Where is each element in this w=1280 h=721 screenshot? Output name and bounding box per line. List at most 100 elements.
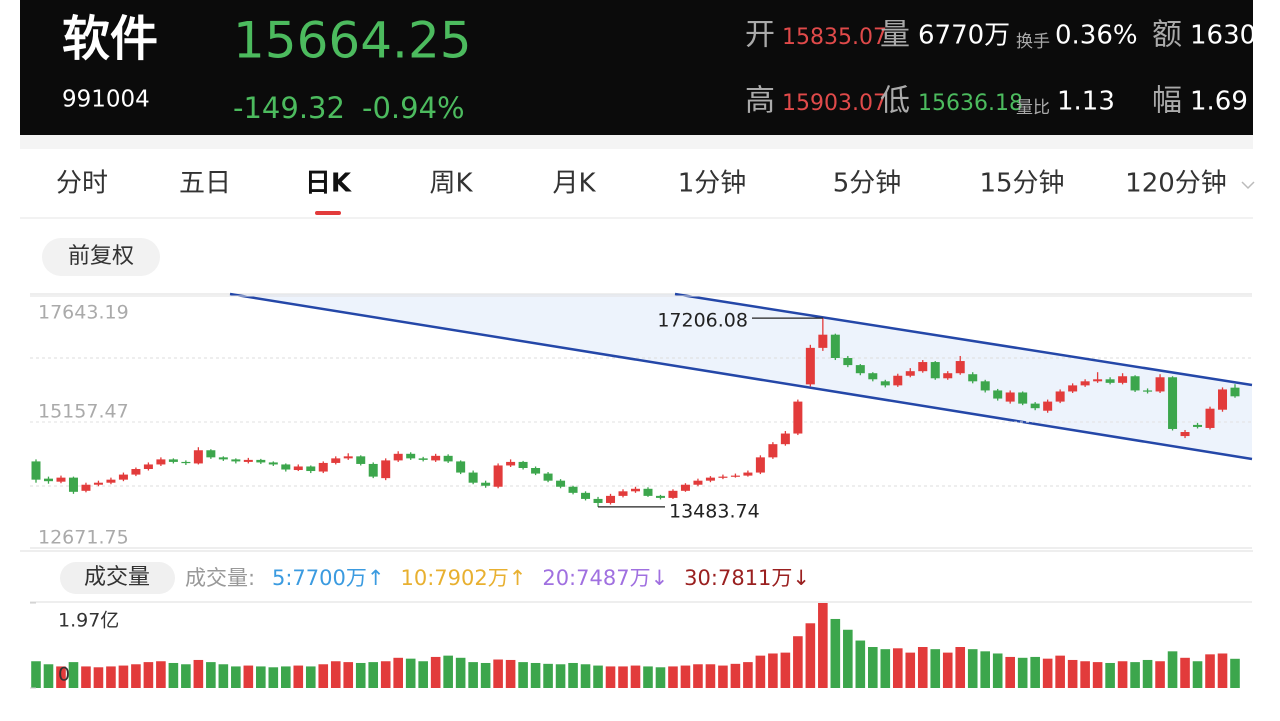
stat-label: 幅 — [1152, 84, 1182, 119]
candle-body — [518, 461, 528, 468]
tab[interactable]: 月K — [552, 169, 596, 199]
candle-body — [156, 459, 166, 465]
candle-body — [381, 460, 391, 479]
candle-body — [168, 459, 178, 462]
volume-bar — [243, 665, 254, 688]
stat-value: 0.36% — [1055, 21, 1138, 51]
tab[interactable]: 120分钟 — [1125, 169, 1227, 199]
volume-title: 成交量 — [84, 565, 150, 590]
adjust-pill[interactable] — [42, 238, 160, 276]
volume-bar — [256, 666, 266, 688]
volume-bar — [280, 666, 291, 688]
candle-body — [1093, 379, 1103, 382]
candle-body — [993, 390, 1003, 399]
candle-body — [393, 453, 403, 461]
candle-body — [356, 456, 366, 464]
candle-body — [131, 469, 141, 475]
volume-bar — [193, 659, 204, 688]
tab[interactable]: 5分钟 — [833, 169, 902, 199]
volume-bar — [206, 662, 216, 688]
candle-body — [868, 373, 878, 380]
volume-bar — [405, 658, 416, 688]
candle-body — [780, 433, 790, 445]
candle-body — [593, 498, 603, 503]
volume-tick-label: 1.97亿 — [58, 610, 119, 632]
volume-bar — [218, 664, 229, 688]
candle-body — [705, 477, 715, 481]
volume-bar — [743, 662, 753, 688]
volume-bar — [131, 664, 141, 688]
tab[interactable]: 日K — [305, 169, 352, 199]
tab-indicator — [315, 211, 341, 215]
volume-bar — [905, 652, 916, 688]
volume-bar — [1180, 657, 1190, 688]
channel-lower — [229, 292, 1253, 461]
volume-bar — [118, 665, 129, 688]
volume-bar — [818, 603, 828, 688]
volume-bar — [31, 661, 41, 688]
candle-body — [655, 495, 665, 498]
candle-body — [1030, 403, 1040, 409]
stat-value: 15903.07 — [782, 91, 887, 116]
stat-label: 额 — [1152, 18, 1182, 53]
volume-bar — [231, 666, 241, 688]
volume-bar — [967, 649, 978, 688]
candle-body — [1155, 377, 1165, 392]
volume-bar — [680, 665, 691, 688]
volume-bar — [455, 657, 466, 688]
candle-body — [406, 453, 416, 459]
volume-bar — [643, 666, 653, 688]
volume-bar — [56, 666, 66, 688]
channel-upper — [674, 292, 1253, 387]
volume-bar — [293, 665, 304, 688]
candle-body — [493, 465, 503, 487]
stat-label: 换手 — [1016, 32, 1050, 52]
candle-body — [81, 484, 91, 491]
volume-bar — [980, 651, 991, 688]
tab[interactable]: 分时 — [56, 169, 108, 199]
candle-body — [718, 476, 728, 478]
candle-body — [218, 457, 228, 460]
tab[interactable]: 1分钟 — [678, 169, 747, 199]
candle-body — [793, 401, 803, 434]
volume-pill[interactable] — [60, 562, 175, 594]
candle-body — [431, 455, 441, 461]
volume-bar — [793, 636, 803, 688]
tab[interactable]: 周K — [429, 169, 473, 199]
high-label: 17206.08 — [657, 310, 748, 332]
volume-bar — [168, 662, 179, 688]
volume-bar — [268, 667, 279, 688]
volume-bar — [1130, 662, 1140, 688]
candle-body — [456, 461, 466, 473]
adjust-label: 前复权 — [68, 244, 134, 269]
candle-body — [1205, 408, 1215, 428]
candle-body — [543, 473, 553, 481]
tab[interactable]: 15分钟 — [979, 169, 1064, 199]
tab-more[interactable] — [1241, 181, 1255, 190]
volume-bar — [1017, 657, 1028, 688]
candle-body — [1193, 424, 1203, 427]
volume-bar — [480, 662, 491, 688]
candle-body — [193, 450, 203, 464]
candle-body — [1080, 381, 1090, 386]
candle-body — [143, 464, 153, 470]
volume-legend: 20:7487万↓ — [542, 566, 668, 590]
volume-bar — [955, 647, 966, 688]
stat-value: 1630 — [1190, 21, 1256, 51]
volume-bar — [380, 661, 391, 688]
volume-bar — [156, 661, 166, 688]
candle-body — [880, 381, 890, 386]
volume-bar — [81, 666, 91, 688]
candle-body — [531, 467, 541, 474]
candle-body — [680, 484, 690, 491]
volume-bar — [593, 665, 603, 688]
volume-bar — [1142, 659, 1153, 688]
volume-bar — [305, 666, 316, 688]
tab[interactable]: 五日 — [179, 169, 231, 199]
candle-body — [1180, 432, 1190, 437]
stat-value: 1.69 — [1190, 87, 1248, 117]
stat-label: 量 — [880, 18, 910, 53]
candle-body — [606, 495, 616, 503]
candle-body — [918, 362, 928, 372]
volume-tick-label: 0 — [58, 664, 70, 686]
